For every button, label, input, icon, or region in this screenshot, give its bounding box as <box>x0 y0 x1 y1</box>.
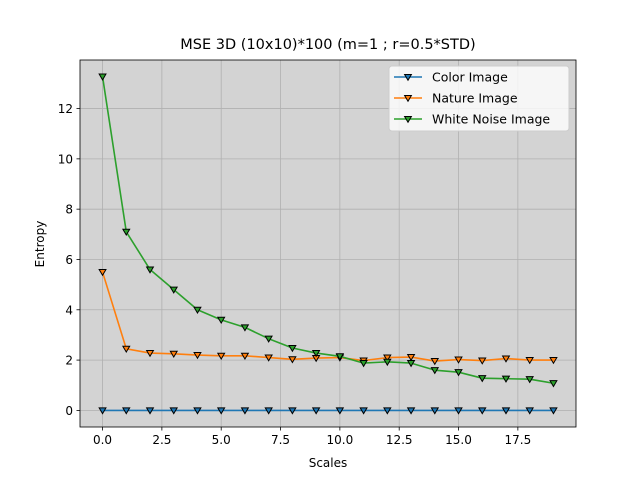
x-tick-label: 10.0 <box>327 433 354 447</box>
data-point <box>501 407 511 415</box>
data-point <box>264 407 273 415</box>
x-tick-label: 12.5 <box>386 433 413 447</box>
data-point <box>122 407 131 415</box>
data-point <box>288 344 297 353</box>
data-point <box>383 358 392 367</box>
data-point <box>122 228 131 237</box>
x-tick-label: 0.0 <box>93 433 112 447</box>
data-point <box>454 407 463 415</box>
legend-box <box>388 65 570 132</box>
y-tick-label: 2 <box>65 354 73 368</box>
data-point <box>501 375 511 383</box>
legend-marker <box>403 73 413 82</box>
data-point <box>406 407 416 415</box>
data-point <box>264 335 273 343</box>
x-tick-label: 17.5 <box>504 433 531 447</box>
data-point <box>98 73 107 81</box>
data-point <box>240 324 250 332</box>
legend-label: Color Image <box>432 70 508 85</box>
x-tick-label: 2.5 <box>152 433 171 447</box>
data-point <box>311 407 321 415</box>
x-tick-label: 7.5 <box>271 433 290 447</box>
data-point <box>477 375 487 383</box>
data-point <box>240 407 250 415</box>
data-point <box>454 369 463 377</box>
data-point <box>169 286 179 294</box>
data-point <box>193 407 202 415</box>
data-point <box>359 360 368 368</box>
data-point <box>216 407 226 415</box>
data-point <box>477 357 487 365</box>
series-line <box>101 271 554 362</box>
x-tick-label: 5.0 <box>212 433 231 447</box>
data-point <box>145 266 155 274</box>
legend: Color Image Nature Image White Noise Image <box>388 65 570 132</box>
data-point <box>525 376 534 384</box>
data-point <box>169 350 179 359</box>
data-point <box>549 357 558 365</box>
data-point <box>335 353 345 361</box>
data-point <box>406 360 416 368</box>
data-point <box>145 407 155 415</box>
plot-frame <box>79 59 577 428</box>
legend-label: White Noise Image <box>432 112 550 127</box>
series-line <box>101 76 554 385</box>
data-point <box>383 407 392 415</box>
y-tick-label: 8 <box>65 203 73 217</box>
y-tick-label: 0 <box>65 404 73 418</box>
data-point <box>525 357 534 365</box>
data-point <box>525 407 534 415</box>
data-point <box>549 380 558 388</box>
legend-label: Nature Image <box>432 91 518 106</box>
data-point <box>240 352 250 361</box>
legend-marker <box>403 115 413 124</box>
x-tick-label: 15.0 <box>445 433 472 447</box>
data-point <box>145 349 155 358</box>
y-tick-label: 6 <box>65 253 73 267</box>
data-point <box>430 407 440 415</box>
data-point <box>430 367 440 375</box>
data-point <box>383 354 392 362</box>
y-axis-label: Entropy <box>33 221 47 268</box>
data-point <box>98 407 107 415</box>
data-point <box>549 407 558 415</box>
y-tick-label: 10 <box>58 152 73 166</box>
chart-title: MSE 3D (10x10)*100 (m=1 ; r=0.5*STD) <box>180 37 475 53</box>
data-point <box>216 352 226 361</box>
data-point <box>193 306 202 314</box>
data-point <box>430 358 440 366</box>
data-point <box>359 407 368 415</box>
y-tick-label: 12 <box>58 102 73 116</box>
data-point <box>406 354 416 362</box>
data-point <box>122 345 131 353</box>
data-point <box>288 407 297 415</box>
data-point <box>454 356 463 364</box>
data-point <box>264 354 273 362</box>
legend-marker <box>403 94 413 103</box>
x-axis-label: Scales <box>309 456 348 470</box>
data-point <box>288 356 297 364</box>
data-point <box>501 355 511 363</box>
data-point <box>335 407 345 415</box>
data-point <box>216 316 226 325</box>
data-point <box>98 269 107 277</box>
data-point <box>169 407 179 415</box>
y-tick-label: 4 <box>65 303 73 317</box>
data-point <box>311 349 321 358</box>
data-point <box>193 352 202 360</box>
data-point <box>477 407 487 415</box>
